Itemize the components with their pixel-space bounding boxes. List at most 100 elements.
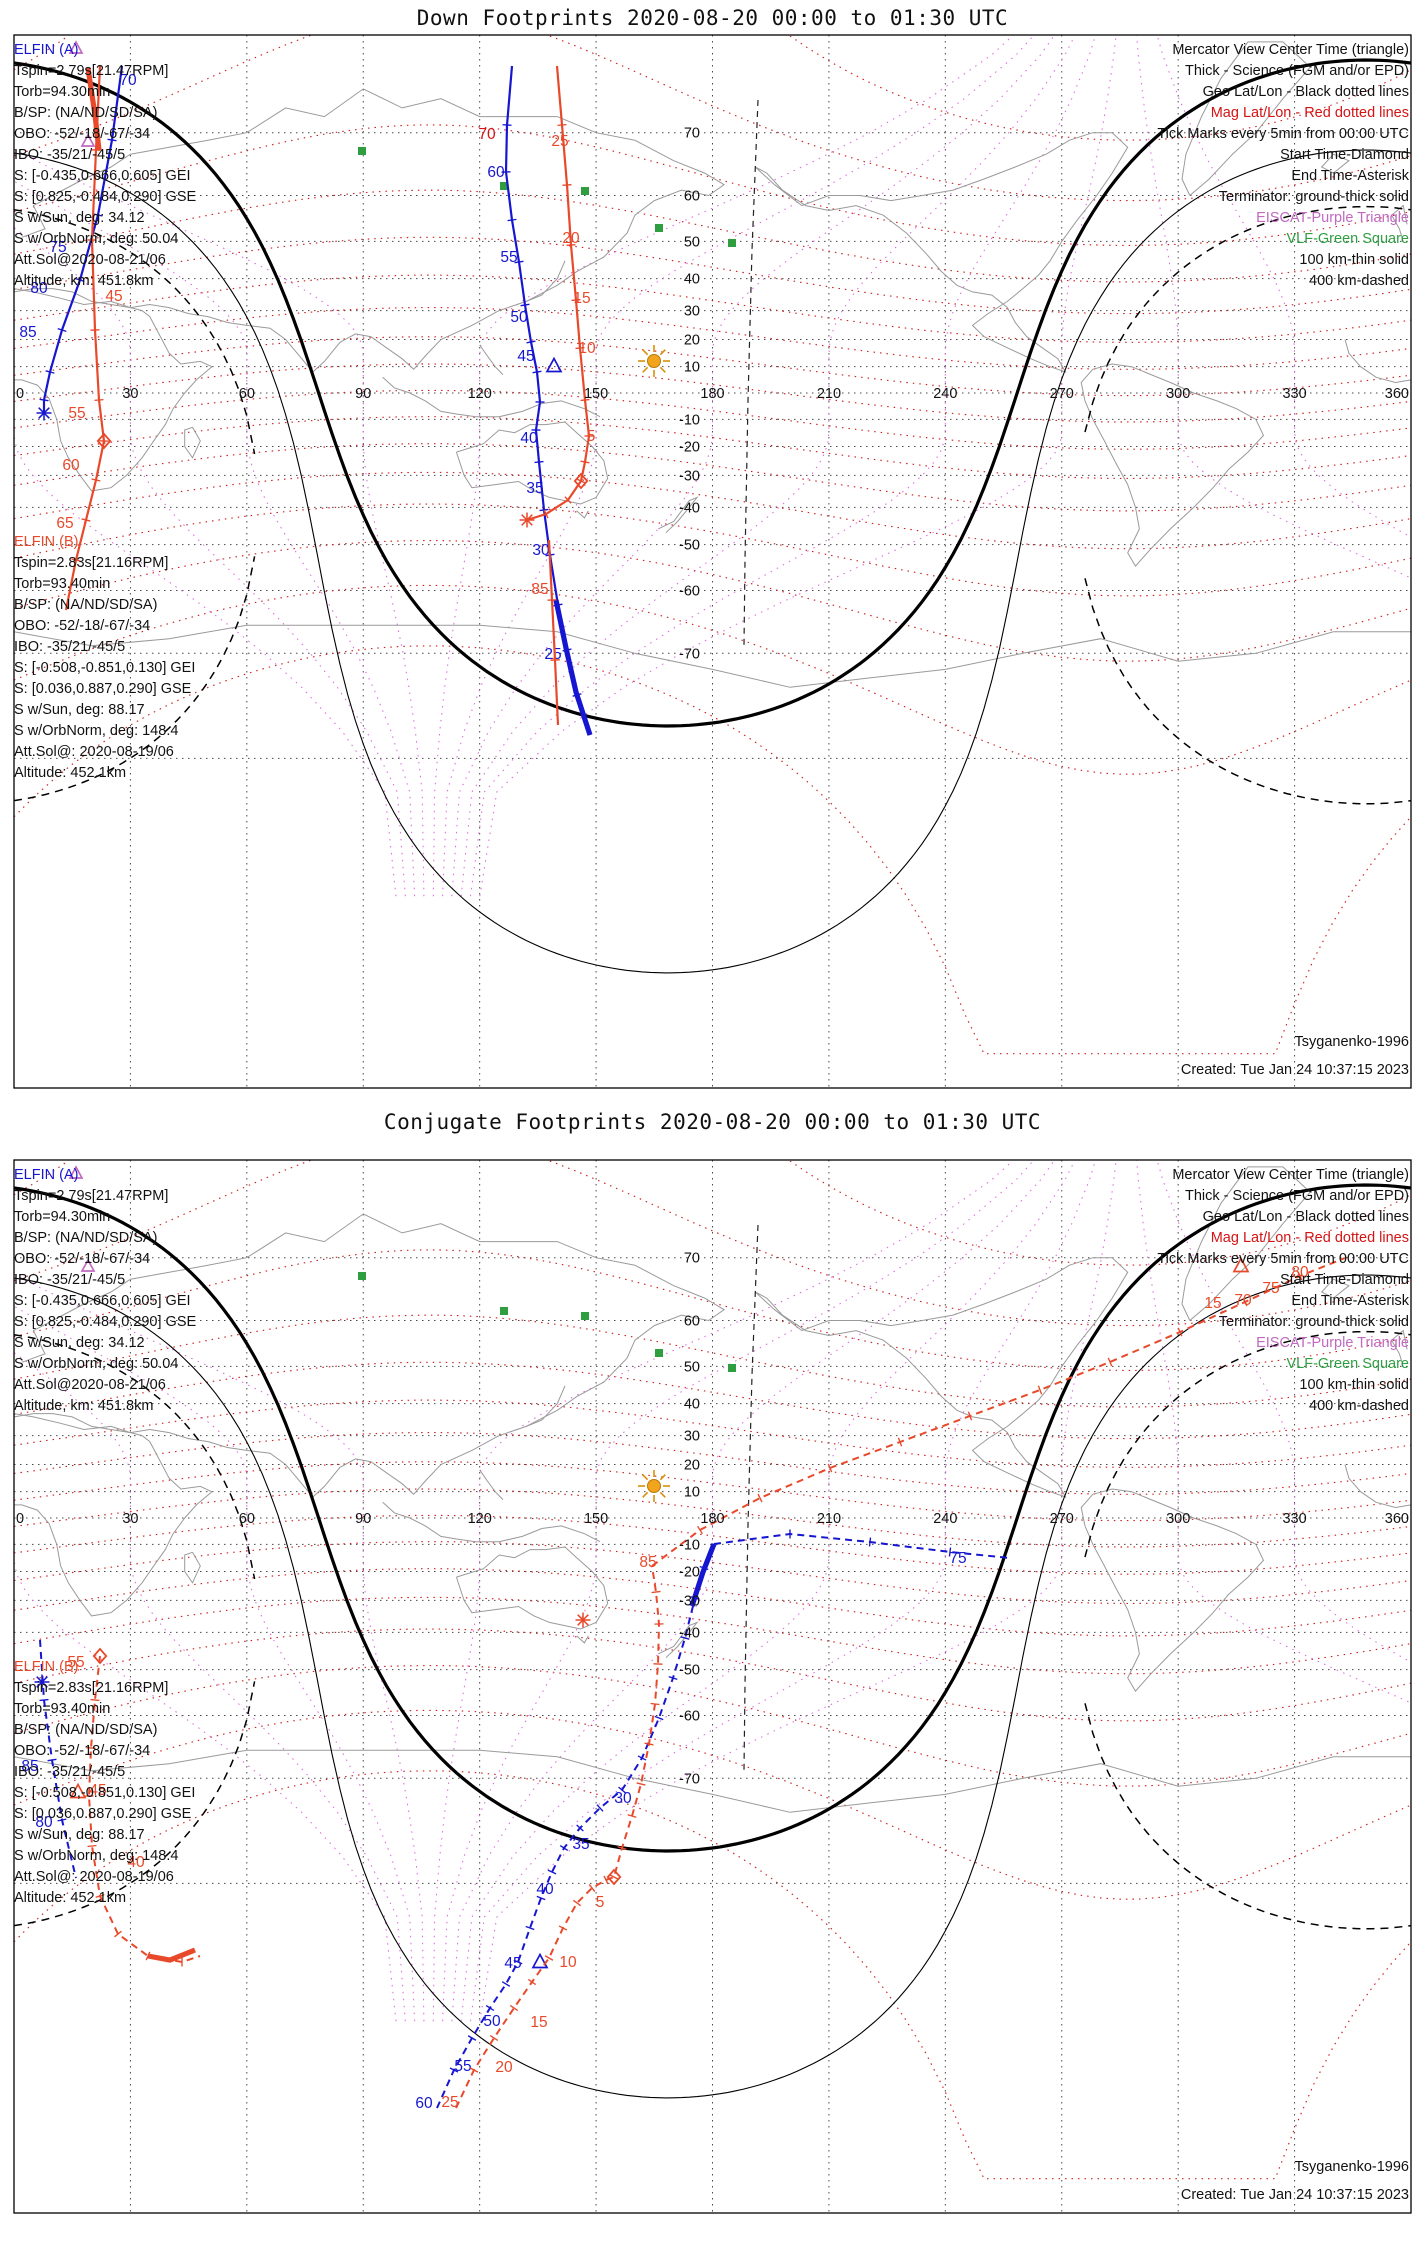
elfin-b-info-line-conjugate: S w/Sun, deg: 88.17: [14, 1827, 145, 1843]
svg-text:40: 40: [127, 1854, 145, 1871]
svg-text:-10: -10: [679, 1537, 700, 1553]
elfin-b-info-line-down: Att.Sol@: 2020-08-19/06: [14, 744, 174, 760]
svg-text:25: 25: [544, 646, 561, 663]
svg-text:45: 45: [89, 1782, 106, 1799]
svg-text:75: 75: [1262, 1280, 1279, 1297]
legend-line-down: End Time-Asterisk: [1291, 168, 1409, 184]
svg-text:50: 50: [510, 309, 528, 326]
svg-text:-70: -70: [679, 1771, 700, 1787]
svg-text:10: 10: [578, 340, 596, 357]
svg-text:50: 50: [483, 2013, 501, 2030]
svg-text:-50: -50: [679, 1663, 700, 1679]
svg-text:-20: -20: [679, 439, 700, 455]
svg-text:120: 120: [468, 386, 492, 402]
elfin-b-info-line-down: IBO: -35/21/-45/5: [14, 639, 126, 655]
elfin-a-info-line-down: B/SP: (NA/ND/SD/SA): [14, 105, 158, 121]
svg-text:45: 45: [105, 288, 122, 305]
svg-text:55: 55: [500, 249, 517, 266]
elfin-b-info-line-down: B/SP: (NA/ND/SD/SA): [14, 597, 158, 613]
elfin-a-info-line-conjugate: S: [-0.435,0.666,0.605] GEI: [14, 1293, 191, 1309]
svg-text:210: 210: [817, 386, 841, 402]
elfin-a-info-line-down: Tspin=2.79s[21.47RPM]: [14, 63, 169, 79]
svg-text:55: 55: [67, 1654, 84, 1671]
svg-text:-50: -50: [679, 538, 700, 554]
svg-text:0: 0: [16, 1511, 24, 1527]
elfin-b-info-line-down: S w/Sun, deg: 88.17: [14, 702, 145, 718]
svg-text:70: 70: [478, 126, 496, 143]
elfin-a-info-line-down: S: [0.825,-0.484,0.290] GSE: [14, 189, 197, 205]
elfin-a-info-line-down: OBO: -52/-18/-67/-34: [14, 126, 151, 142]
legend-line-down: Mercator View Center Time (triangle): [1172, 42, 1409, 58]
svg-text:60: 60: [684, 1313, 700, 1329]
svg-text:50: 50: [684, 1359, 700, 1375]
svg-text:-40: -40: [679, 1625, 700, 1641]
legend-line-down: Start Time-Diamond: [1280, 147, 1409, 163]
elfin-a-info-line-down: Altitude, km: 451.8km: [14, 273, 154, 289]
svg-text:15: 15: [1204, 1295, 1221, 1312]
elfin-b-info-line-down: S: [-0.508,-0.851,0.130] GEI: [14, 660, 196, 676]
svg-text:40: 40: [684, 272, 700, 288]
svg-text:240: 240: [933, 386, 957, 402]
svg-text:80: 80: [35, 1814, 53, 1831]
legend-line-down: Terminator: ground-thick solid: [1218, 189, 1409, 205]
svg-text:330: 330: [1282, 386, 1306, 402]
svg-text:10: 10: [684, 360, 700, 376]
elfin-a-info-line-down: Att.Sol@2020-08-21/06: [14, 252, 166, 268]
svg-text:60: 60: [415, 2095, 433, 2112]
svg-text:75: 75: [49, 239, 66, 256]
svg-text:40: 40: [536, 1881, 554, 1898]
elfin-a-info-line-conjugate: Torb=94.30min: [14, 1209, 111, 1225]
svg-text:50: 50: [684, 234, 700, 250]
elfin-a-info-line-down: S: [-0.435,0.666,0.605] GEI: [14, 168, 191, 184]
svg-text:70: 70: [684, 126, 700, 142]
elfin-b-info-line-conjugate: Altitude: 452.1km: [14, 1890, 127, 1906]
svg-text:30: 30: [122, 1511, 138, 1527]
legend-line-down: Mag Lat/Lon - Red dotted lines: [1210, 105, 1409, 121]
svg-text:-60: -60: [679, 584, 700, 600]
svg-text:20: 20: [562, 230, 580, 247]
svg-text:-20: -20: [679, 1564, 700, 1580]
legend-line-down: VLF-Green Square: [1286, 231, 1409, 247]
elfin-a-info-line-down: S w/OrbNorm, deg: 50.04: [14, 231, 179, 247]
elfin-b-info-line-conjugate: Att.Sol@: 2020-08-19/06: [14, 1869, 174, 1885]
legend-line-conjugate: Geo Lat/Lon - Black dotted lines: [1202, 1209, 1409, 1225]
title-conjugate: Conjugate Footprints 2020-08-20 00:00 to…: [383, 1110, 1042, 1134]
created-timestamp-conjugate: Created: Tue Jan 24 10:37:15 2023: [1180, 2187, 1409, 2203]
elfin-a-info-line-down: S w/Sun, deg: 34.12: [14, 210, 145, 226]
svg-text:70: 70: [119, 72, 137, 89]
created-timestamp-down: Created: Tue Jan 24 10:37:15 2023: [1180, 1062, 1409, 1078]
model-credit-down: Tsyganenko-1996: [1294, 1034, 1409, 1050]
elfin-a-info-line-conjugate: B/SP: (NA/ND/SD/SA): [14, 1230, 158, 1246]
elfin-b-info-line-conjugate: Tspin=2.83s[21.16RPM]: [14, 1680, 169, 1696]
legend-line-down: 100 km-thin solid: [1299, 252, 1409, 268]
svg-text:85: 85: [531, 581, 548, 598]
elfin-b-header-down: ELFIN (B): [14, 534, 79, 550]
svg-text:180: 180: [700, 386, 724, 402]
svg-text:70: 70: [1234, 1292, 1252, 1309]
elfin-b-info-line-conjugate: OBO: -52/-18/-67/-34: [14, 1743, 151, 1759]
svg-text:10: 10: [684, 1485, 700, 1501]
legend-line-conjugate: VLF-Green Square: [1286, 1356, 1409, 1372]
legend-line-down: Tick Marks every 5min from 00:00 UTC: [1157, 126, 1409, 142]
svg-text:60: 60: [239, 386, 255, 402]
elfin-b-info-line-down: Torb=93.40min: [14, 576, 111, 592]
svg-text:270: 270: [1050, 386, 1074, 402]
svg-text:25: 25: [441, 2094, 458, 2111]
svg-text:80: 80: [1291, 1264, 1309, 1281]
legend-line-conjugate: Terminator: ground-thick solid: [1218, 1314, 1409, 1330]
svg-text:30: 30: [684, 1429, 700, 1445]
svg-text:150: 150: [584, 386, 608, 402]
svg-text:55: 55: [454, 2058, 471, 2075]
elfin-b-info-line-conjugate: S: [0.036,0.887,0.290] GSE: [14, 1806, 192, 1822]
elfin-a-info-line-conjugate: Tspin=2.79s[21.47RPM]: [14, 1188, 169, 1204]
svg-text:300: 300: [1166, 386, 1190, 402]
svg-text:85: 85: [21, 1758, 38, 1775]
model-credit-conjugate: Tsyganenko-1996: [1294, 2159, 1409, 2175]
legend-line-down: Geo Lat/Lon - Black dotted lines: [1202, 84, 1409, 100]
svg-text:40: 40: [684, 1397, 700, 1413]
svg-text:85: 85: [639, 1554, 656, 1571]
legend-line-down: 400 km-dashed: [1309, 273, 1409, 289]
elfin-a-header-conjugate: ELFIN (A): [14, 1167, 79, 1183]
svg-text:60: 60: [487, 164, 505, 181]
svg-text:240: 240: [933, 1511, 957, 1527]
